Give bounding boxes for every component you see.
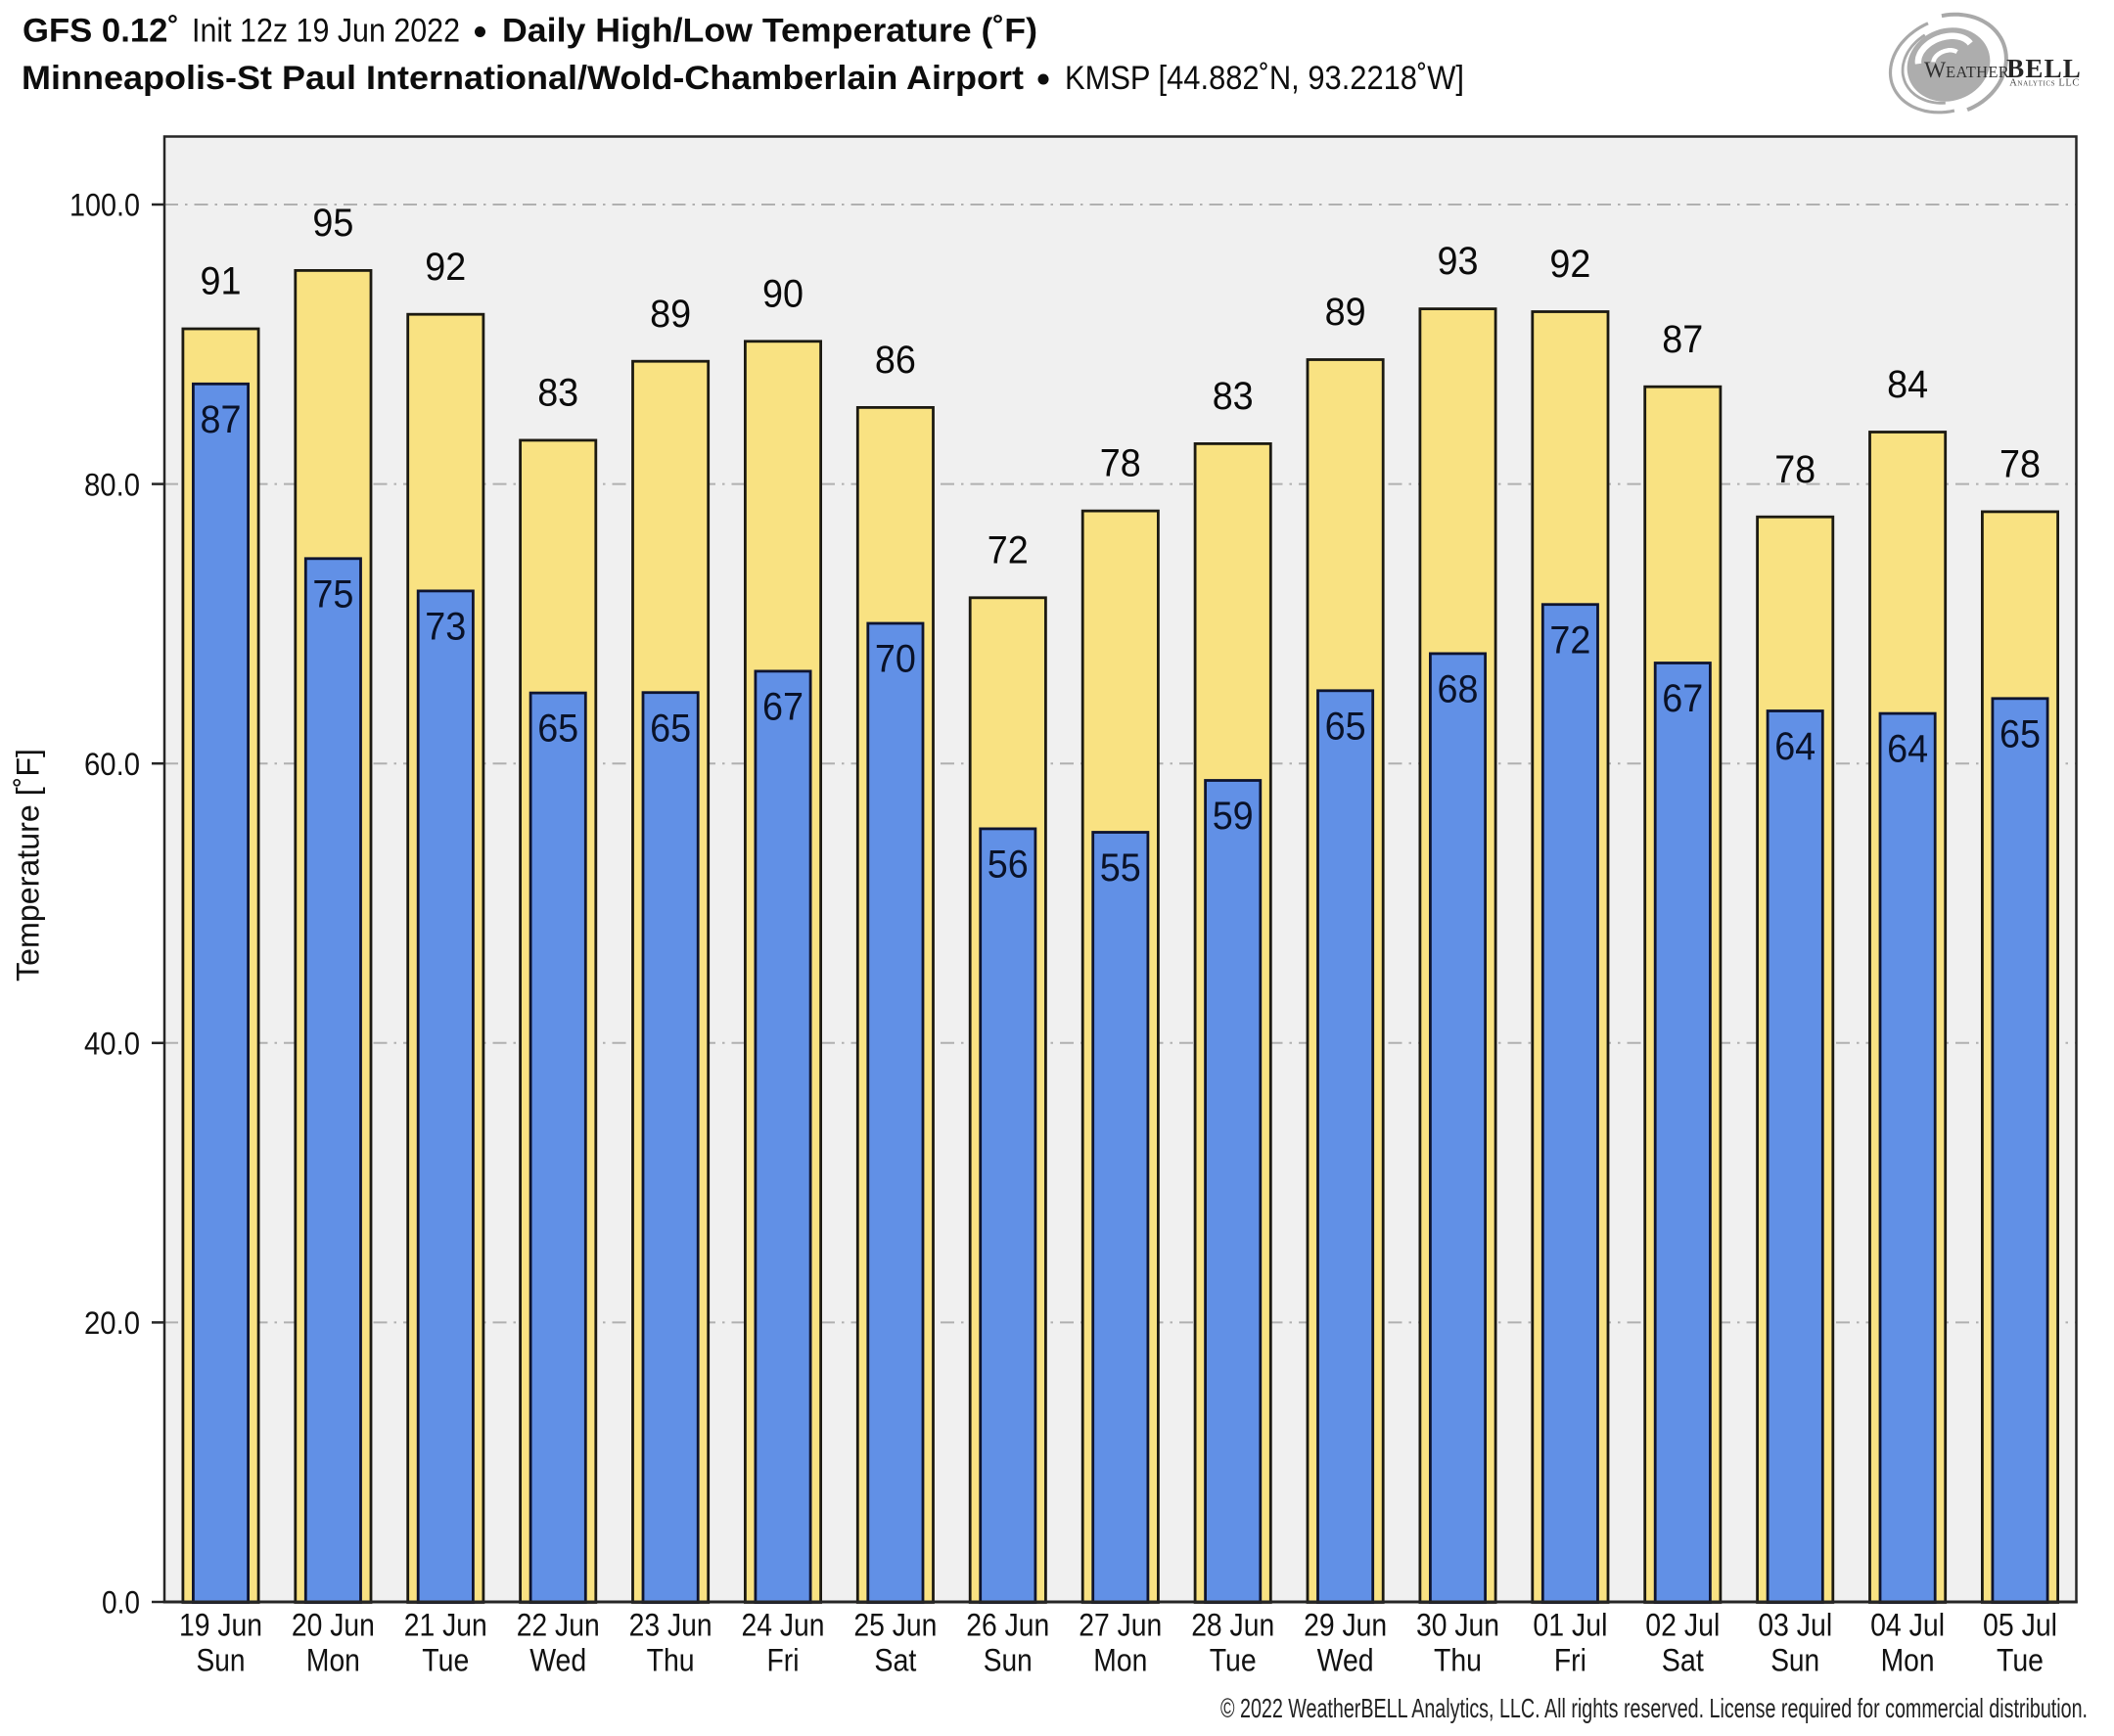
svg-text:02 Jul: 02 Jul <box>1645 1608 1720 1643</box>
svg-text:0.0: 0.0 <box>102 1585 140 1621</box>
svg-text:91: 91 <box>201 260 242 303</box>
svg-text:92: 92 <box>1549 243 1590 286</box>
svg-text:Fri: Fri <box>1554 1643 1586 1678</box>
svg-text:KMSP [44.882˚N, 93.2218˚W]: KMSP [44.882˚N, 93.2218˚W] <box>1065 60 1464 97</box>
svg-text:65: 65 <box>537 708 578 751</box>
svg-text:Init 12z 19 Jun 2022: Init 12z 19 Jun 2022 <box>192 13 460 50</box>
svg-text:70: 70 <box>875 638 916 681</box>
svg-text:72: 72 <box>1549 618 1590 662</box>
svg-text:Tue: Tue <box>1210 1643 1257 1678</box>
svg-text:100.0: 100.0 <box>69 188 140 223</box>
svg-text:GFS 0.12˚: GFS 0.12˚ <box>23 13 179 50</box>
svg-text:87: 87 <box>1662 318 1703 361</box>
svg-text:83: 83 <box>537 372 578 415</box>
svg-text:BELL: BELL <box>2006 54 2082 83</box>
svg-text:59: 59 <box>1213 795 1254 838</box>
svg-text:19 Jun: 19 Jun <box>179 1608 262 1643</box>
svg-text:Sat: Sat <box>874 1643 916 1678</box>
svg-text:89: 89 <box>1325 291 1366 334</box>
svg-text:03 Jul: 03 Jul <box>1758 1608 1832 1643</box>
svg-text:60.0: 60.0 <box>84 747 140 782</box>
svg-text:Tue: Tue <box>1997 1643 2044 1678</box>
svg-text:EATHER: EATHER <box>1946 63 2009 81</box>
svg-text:40.0: 40.0 <box>84 1027 140 1062</box>
svg-text:Mon: Mon <box>1881 1643 1935 1678</box>
svg-text:67: 67 <box>762 686 804 729</box>
svg-text:29 Jun: 29 Jun <box>1304 1608 1387 1643</box>
svg-text:72: 72 <box>988 528 1029 571</box>
svg-text:64: 64 <box>1887 728 1928 771</box>
svg-text:64: 64 <box>1774 725 1815 768</box>
svg-text:93: 93 <box>1438 240 1479 283</box>
svg-text:20.0: 20.0 <box>84 1305 140 1341</box>
svg-text:78: 78 <box>1999 443 2041 486</box>
svg-text:Analytics LLC: Analytics LLC <box>2009 78 2080 89</box>
svg-text:65: 65 <box>650 707 691 750</box>
svg-text:55: 55 <box>1100 846 1141 890</box>
svg-text:68: 68 <box>1438 668 1479 711</box>
svg-text:Wed: Wed <box>529 1643 586 1678</box>
svg-text:Sun: Sun <box>197 1643 246 1678</box>
svg-text:92: 92 <box>425 246 466 289</box>
svg-text:73: 73 <box>425 606 466 649</box>
svg-text:25 Jun: 25 Jun <box>853 1608 937 1643</box>
svg-text:67: 67 <box>1662 677 1703 720</box>
svg-text:56: 56 <box>988 844 1029 887</box>
svg-text:© 2022 WeatherBELL Analytics,: © 2022 WeatherBELL Analytics, LLC. All r… <box>1220 1693 2088 1723</box>
svg-text:90: 90 <box>762 272 804 315</box>
svg-text:20 Jun: 20 Jun <box>292 1608 375 1643</box>
svg-text:Sat: Sat <box>1662 1643 1704 1678</box>
svg-text:Sun: Sun <box>1770 1643 1819 1678</box>
svg-text:Sun: Sun <box>984 1643 1033 1678</box>
svg-text:78: 78 <box>1774 448 1815 491</box>
svg-text:Daily High/Low Temperature (˚F: Daily High/Low Temperature (˚F) <box>502 13 1037 50</box>
svg-text:Temperature [˚F]: Temperature [˚F] <box>11 749 46 982</box>
svg-text:75: 75 <box>312 572 353 616</box>
svg-text:83: 83 <box>1213 375 1254 418</box>
svg-text:05 Jul: 05 Jul <box>1983 1608 2057 1643</box>
svg-text:65: 65 <box>1325 705 1366 748</box>
svg-text:W: W <box>1924 58 1947 83</box>
svg-text:Mon: Mon <box>306 1643 360 1678</box>
svg-text:30 Jun: 30 Jun <box>1416 1608 1499 1643</box>
svg-text:Thu: Thu <box>647 1643 695 1678</box>
svg-text:84: 84 <box>1887 363 1928 406</box>
svg-text:Fri: Fri <box>767 1643 800 1678</box>
svg-text:24 Jun: 24 Jun <box>742 1608 825 1643</box>
svg-text:Tue: Tue <box>422 1643 469 1678</box>
svg-text:01 Jul: 01 Jul <box>1533 1608 1607 1643</box>
svg-text:27 Jun: 27 Jun <box>1079 1608 1162 1643</box>
svg-text:26 Jun: 26 Jun <box>966 1608 1049 1643</box>
svg-text:87: 87 <box>201 398 242 441</box>
svg-text:Minneapolis-St Paul Internatio: Minneapolis-St Paul International/Wold-C… <box>22 60 1024 97</box>
svg-text:Thu: Thu <box>1434 1643 1482 1678</box>
svg-text:Wed: Wed <box>1317 1643 1374 1678</box>
svg-text:65: 65 <box>1999 712 2041 755</box>
svg-text:80.0: 80.0 <box>84 467 140 502</box>
svg-text:95: 95 <box>312 202 353 245</box>
svg-text:89: 89 <box>650 293 691 336</box>
svg-text:Mon: Mon <box>1093 1643 1147 1678</box>
svg-text:22 Jun: 22 Jun <box>517 1608 600 1643</box>
svg-text:78: 78 <box>1100 442 1141 485</box>
svg-text:86: 86 <box>875 339 916 382</box>
svg-text:04 Jul: 04 Jul <box>1870 1608 1945 1643</box>
svg-text:21 Jun: 21 Jun <box>404 1608 487 1643</box>
svg-text:23 Jun: 23 Jun <box>629 1608 712 1643</box>
svg-text:28 Jun: 28 Jun <box>1191 1608 1274 1643</box>
